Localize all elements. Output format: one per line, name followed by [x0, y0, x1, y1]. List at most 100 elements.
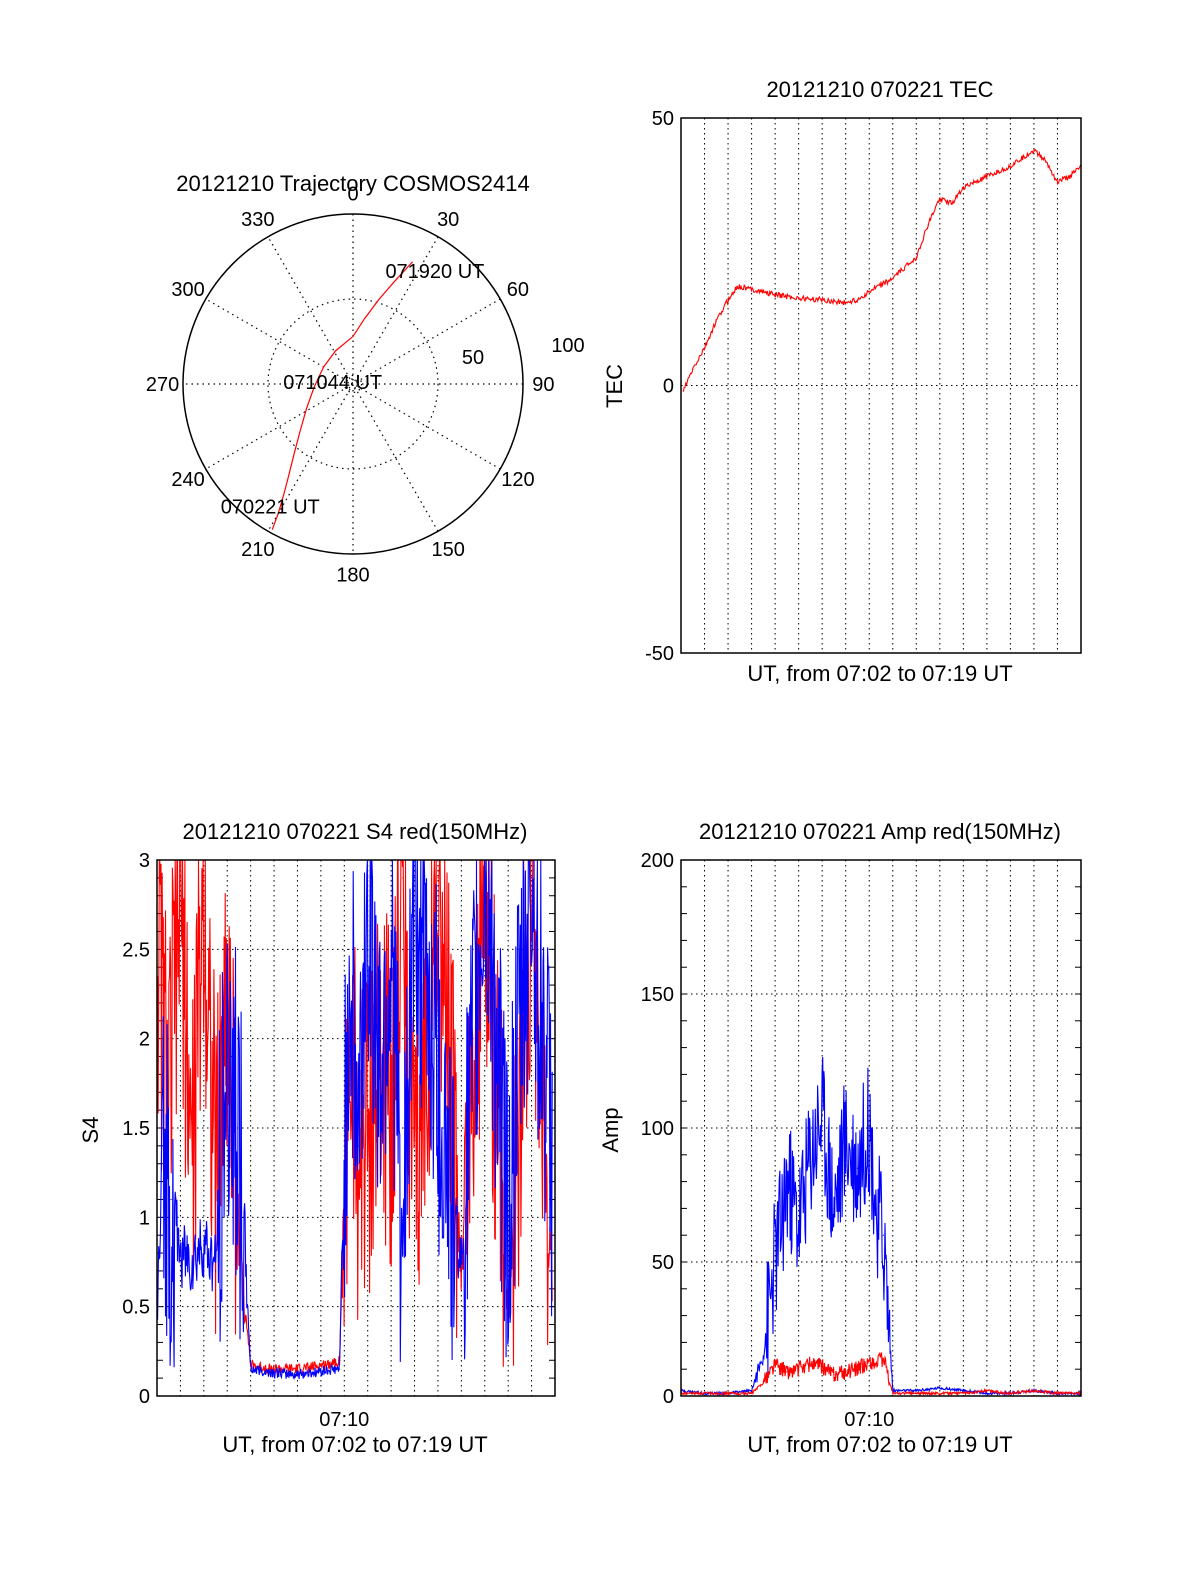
s4-data-point: [179, 1252, 182, 1254]
s4-data-point: [413, 1216, 416, 1218]
trajectory-time-label: 070221 UT: [221, 497, 320, 519]
polar-ring: [347, 378, 359, 390]
polar-azimuth-label: 330: [241, 209, 274, 231]
amp-data-point: [821, 1114, 823, 1116]
amp-data-point: [939, 1392, 941, 1394]
amp-data-point: [915, 1392, 917, 1394]
amp-data-point: [868, 1127, 870, 1129]
tec-data-point: [962, 186, 964, 189]
amp-data-point: [845, 1371, 847, 1373]
amp-data-point: [882, 1234, 884, 1236]
s4-data-point: [170, 1198, 172, 1201]
amp-series-line: [680, 1351, 1082, 1397]
s4-y-tick-label: 0: [139, 1386, 150, 1408]
polar-azimuth-label: 300: [171, 279, 204, 301]
tec-data-point: [1033, 149, 1035, 151]
amp-data-point: [875, 1207, 877, 1209]
s4-data-point: [552, 1288, 554, 1290]
tec-series-line: [682, 148, 1082, 392]
tec-data-point: [1068, 176, 1070, 178]
amp-data-point: [727, 1392, 729, 1394]
s4-y-tick-label: 2: [139, 1029, 150, 1051]
amp-data-point: [868, 1360, 870, 1362]
amp-data-point: [798, 1368, 800, 1370]
s4-data-point: [191, 1163, 193, 1165]
s4-data-point: [191, 1261, 193, 1263]
s4-data-point: [402, 1252, 404, 1254]
tec-data-point: [692, 368, 694, 371]
trajectory-time-label: 071920 UT: [385, 261, 484, 283]
amp-data-point: [786, 1181, 788, 1183]
amp-y-tick-label: 50: [652, 1252, 674, 1274]
s4-data-point: [179, 877, 182, 879]
tec-x-label: UT, from 07:02 to 07:19 UT: [747, 661, 1012, 686]
amp-data-point: [750, 1390, 753, 1392]
s4-x-tick-label: 07:10: [319, 1409, 369, 1431]
tec-data-point: [1056, 181, 1059, 183]
tec-data-point: [868, 291, 870, 293]
s4-data-point: [243, 1216, 245, 1218]
s4-y-tick-label: 1.5: [122, 1118, 150, 1140]
amp-data-point: [1033, 1390, 1035, 1392]
s4-data-point: [367, 877, 369, 879]
s4-data-point: [320, 1365, 322, 1367]
amp-data-point: [892, 1392, 894, 1394]
s4-data-point: [530, 877, 533, 879]
tec-data-point: [845, 301, 847, 304]
s4-data-point: [339, 1368, 341, 1370]
tec-data-point: [1045, 160, 1047, 162]
s4-data-point: [296, 1368, 299, 1370]
amp-data-point: [986, 1392, 988, 1394]
amp-data-point: [774, 1363, 776, 1365]
s4-data-point: [437, 1073, 439, 1075]
amp-data-point: [962, 1390, 964, 1392]
polar-azimuth-label: 120: [501, 469, 534, 491]
s4-data-point: [390, 1091, 392, 1093]
s4-data-point: [203, 1243, 205, 1245]
s4-data-point: [221, 1109, 224, 1111]
amp-y-tick-label: 100: [641, 1118, 674, 1140]
tec-data-point: [856, 299, 859, 301]
s4-data-point: [390, 948, 392, 950]
tec-data-point: [774, 293, 776, 296]
s4-data-point: [437, 877, 439, 879]
tec-data-point: [1009, 165, 1012, 167]
amp-data-point: [1009, 1392, 1012, 1394]
tec-y-label: TEC: [602, 364, 627, 408]
s4-series-line: [156, 859, 553, 1381]
polar-azimuth-label: 180: [336, 564, 369, 586]
polar-azimuth-label: 210: [241, 539, 274, 561]
polar-azimuth-label: 60: [507, 279, 529, 301]
amp-data-point: [774, 1261, 776, 1263]
trajectory-title: 20121210 Trajectory COSMOS2414: [176, 171, 529, 196]
amp-data-point: [750, 1392, 753, 1394]
s4-data-point: [460, 1270, 462, 1272]
tec-data-point: [727, 299, 729, 301]
tec-data-point: [950, 203, 953, 205]
s4-data-point: [273, 1368, 275, 1370]
s4-data-point: [296, 1373, 299, 1376]
s4-data-point: [203, 877, 205, 879]
tec-data-point: [821, 299, 823, 301]
amp-data-point: [856, 1368, 859, 1370]
amp-data-point: [762, 1382, 764, 1384]
tec-data-point: [798, 297, 800, 299]
polar-ring: [343, 374, 363, 394]
tec-data-point: [682, 390, 684, 392]
polar-outer-ring: [182, 213, 524, 555]
s4-y-tick-label: 3: [139, 850, 150, 872]
polar-azimuth-label: 0: [347, 184, 358, 206]
polar-azimuth-label: 90: [532, 374, 554, 396]
trajectory-time-label: 071044 UT: [283, 372, 382, 394]
amp-plot: 20121210 070221 Amp red(150MHz) Amp UT, …: [598, 819, 1082, 1457]
tec-data-point: [927, 224, 929, 226]
amp-y-tick-label: 150: [641, 984, 674, 1006]
polar-radius-label: 100: [551, 335, 584, 357]
s4-data-point: [250, 1368, 252, 1370]
amp-title: 20121210 070221 Amp red(150MHz): [699, 819, 1061, 844]
trajectory-track: [271, 261, 414, 530]
amp-data-point: [809, 1363, 812, 1365]
amp-data-point: [986, 1390, 988, 1392]
amp-frame: [680, 859, 1082, 1397]
